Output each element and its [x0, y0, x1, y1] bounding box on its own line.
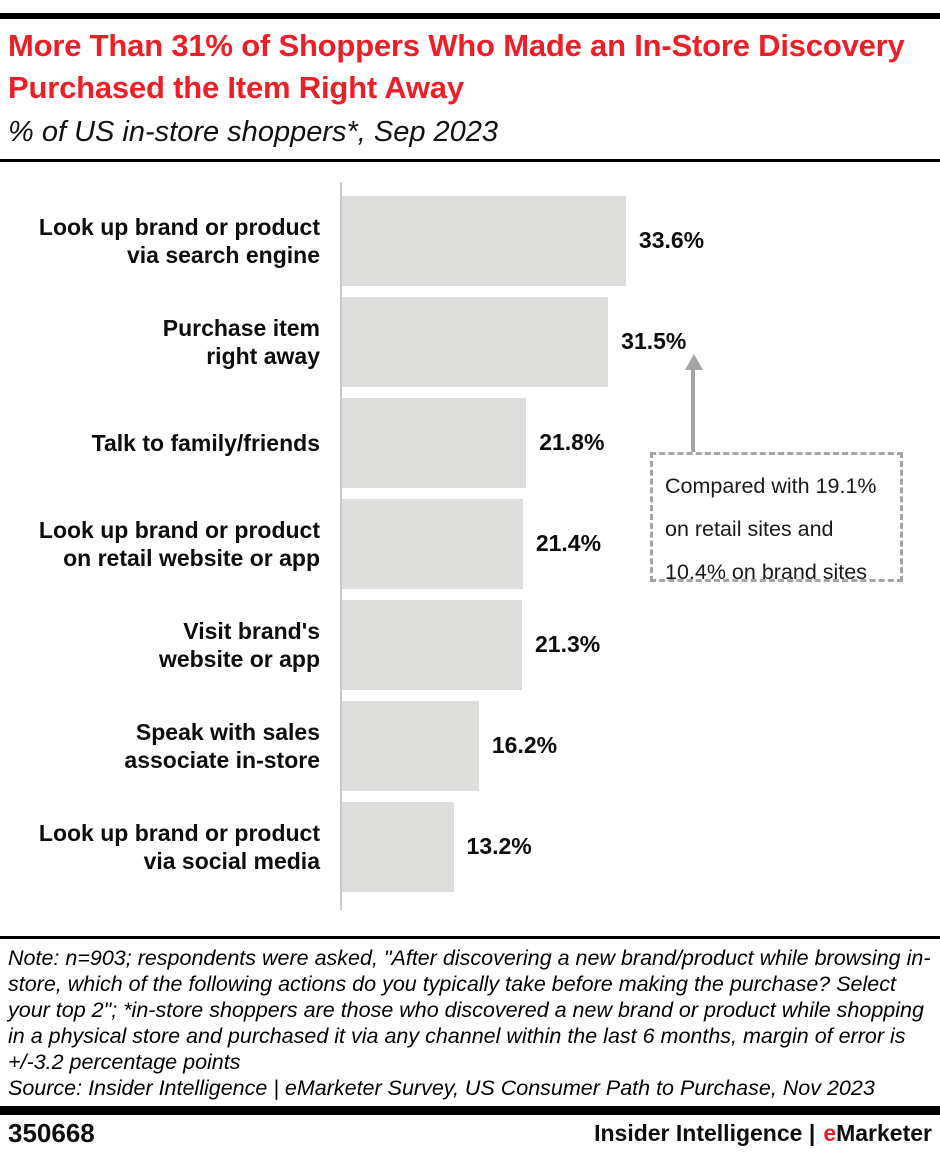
- bar: [342, 498, 523, 589]
- bar-track: 21.8%: [342, 397, 940, 488]
- value-label: 21.8%: [539, 429, 605, 455]
- footer: 350668 Insider Intelligence | eMarketer: [0, 1115, 940, 1149]
- header-divider: [0, 159, 940, 162]
- bar-track: 13.2%: [342, 801, 940, 892]
- bar: [342, 801, 454, 892]
- brand-attribution: Insider Intelligence | eMarketer: [594, 1120, 932, 1147]
- brand-emarketer-rest: Marketer: [836, 1120, 932, 1146]
- chart-rows: Look up brand or product via search engi…: [0, 190, 940, 897]
- chart-id: 350668: [8, 1118, 95, 1148]
- value-label: 33.6%: [638, 227, 705, 253]
- category-label: Talk to family/friends: [91, 429, 320, 456]
- category-label: Look up brand or product via social medi…: [38, 819, 320, 874]
- source-text: Source: Insider Intelligence | eMarketer…: [8, 1076, 875, 1100]
- annotation-text: Compared with 19.1% on retail sites and …: [665, 474, 877, 584]
- chart-row: Look up brand or product on retail websi…: [0, 493, 940, 594]
- brand-emarketer-e: e: [823, 1120, 837, 1146]
- bar: [342, 700, 479, 791]
- chart-row: Visit brand's website or app 21.3%: [0, 594, 940, 695]
- category-label: Look up brand or product via search engi…: [38, 213, 320, 268]
- chart-row: Look up brand or product via search engi…: [0, 190, 940, 291]
- bar-track: 33.6%: [342, 195, 940, 286]
- bar: [342, 296, 609, 387]
- bar-track: 21.3%: [342, 599, 940, 690]
- bar: [342, 599, 522, 690]
- category-label: Speak with sales associate in-store: [124, 718, 320, 773]
- annotation-box: Compared with 19.1% on retail sites and …: [650, 452, 903, 584]
- bar: [342, 397, 527, 488]
- bar: [342, 195, 626, 286]
- value-label: 31.5%: [621, 328, 687, 354]
- attribution-prefix: Insider Intelligence |: [594, 1120, 816, 1146]
- category-label: Visit brand's website or app: [158, 617, 320, 672]
- value-label: 21.4%: [535, 530, 602, 556]
- bar-track: 31.5%: [342, 296, 940, 387]
- category-label: Purchase item right away: [162, 314, 320, 369]
- category-label: Look up brand or product on retail websi…: [38, 516, 320, 571]
- arrow-stem: [691, 368, 695, 452]
- chart-row: Purchase item right away 31.5%: [0, 291, 940, 392]
- chart-row: Speak with sales associate in-store 16.2…: [0, 695, 940, 796]
- chart-row: Look up brand or product via social medi…: [0, 796, 940, 897]
- page-title: More Than 31% of Shoppers Who Made an In…: [8, 28, 905, 105]
- bar-chart: Look up brand or product via search engi…: [0, 182, 940, 912]
- note-block: Note: n=903; respondents were asked, "Af…: [0, 936, 940, 1101]
- header: More Than 31% of Shoppers Who Made an In…: [0, 25, 940, 150]
- note-text: Note: n=903; respondents were asked, "Af…: [8, 946, 931, 1074]
- value-label: 13.2%: [466, 833, 532, 859]
- value-label: 16.2%: [491, 732, 558, 758]
- arrow-head: [685, 354, 703, 370]
- top-rule: [0, 13, 940, 19]
- bar-track: 16.2%: [342, 700, 940, 791]
- bar-track: 21.4%: [342, 498, 940, 589]
- chart-row: Talk to family/friends 21.8%: [0, 392, 940, 493]
- footer-divider: [0, 1106, 940, 1115]
- page-subtitle: % of US in-store shoppers*, Sep 2023: [8, 116, 499, 148]
- value-label: 21.3%: [534, 631, 601, 657]
- y-axis-line: [340, 182, 342, 910]
